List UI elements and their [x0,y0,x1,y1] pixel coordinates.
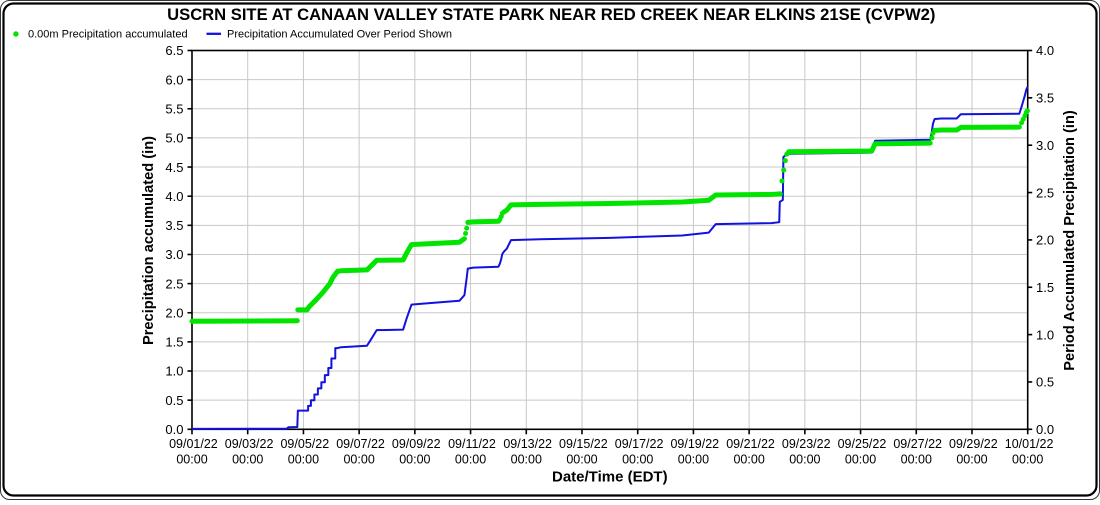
svg-text:09/17/22: 09/17/22 [615,437,664,451]
svg-text:0.0: 0.0 [165,422,183,437]
svg-text:6.0: 6.0 [165,72,183,87]
svg-text:2.0: 2.0 [1036,233,1054,248]
svg-text:00:00: 00:00 [733,453,764,467]
svg-text:00:00: 00:00 [845,453,876,467]
svg-text:1.0: 1.0 [1036,327,1054,342]
svg-text:00:00: 00:00 [1012,453,1043,467]
svg-text:00:00: 00:00 [789,453,820,467]
svg-text:09/05/22: 09/05/22 [280,437,329,451]
svg-text:09/09/22: 09/09/22 [392,437,441,451]
svg-text:Period Accumulated Precipitati: Period Accumulated Precipitation (in) [1062,110,1078,371]
svg-text:1.0: 1.0 [165,364,183,379]
svg-text:0.0: 0.0 [1036,422,1054,437]
svg-text:00:00: 00:00 [176,453,207,467]
svg-text:3.5: 3.5 [1036,91,1054,106]
svg-text:00:00: 00:00 [399,453,430,467]
svg-text:6.5: 6.5 [165,43,183,58]
svg-text:4.5: 4.5 [165,160,183,175]
svg-text:09/07/22: 09/07/22 [336,437,385,451]
svg-text:09/01/22: 09/01/22 [169,437,218,451]
svg-text:5.5: 5.5 [165,101,183,116]
svg-text:09/19/22: 09/19/22 [670,437,719,451]
svg-text:2.5: 2.5 [165,276,183,291]
svg-text:Date/Time (EDT): Date/Time (EDT) [552,469,668,486]
svg-text:Precipitation Accumulated Over: Precipitation Accumulated Over Period Sh… [227,29,452,41]
svg-text:00:00: 00:00 [232,453,263,467]
svg-text:00:00: 00:00 [288,453,319,467]
svg-text:2.5: 2.5 [1036,185,1054,200]
svg-text:4.0: 4.0 [1036,43,1054,58]
svg-text:10/01/22: 10/01/22 [1005,437,1054,451]
svg-text:09/23/22: 09/23/22 [782,437,831,451]
svg-text:09/03/22: 09/03/22 [225,437,274,451]
svg-text:00:00: 00:00 [901,453,932,467]
svg-text:09/15/22: 09/15/22 [559,437,608,451]
svg-text:09/13/22: 09/13/22 [503,437,552,451]
svg-text:1.5: 1.5 [165,335,183,350]
svg-text:00:00: 00:00 [622,453,653,467]
svg-text:2.0: 2.0 [165,305,183,320]
svg-text:00:00: 00:00 [455,453,486,467]
svg-text:00:00: 00:00 [566,453,597,467]
svg-text:09/29/22: 09/29/22 [949,437,998,451]
svg-text:00:00: 00:00 [956,453,987,467]
svg-text:00:00: 00:00 [343,453,374,467]
svg-text:3.0: 3.0 [165,247,183,262]
svg-text:3.0: 3.0 [1036,138,1054,153]
svg-text:1.5: 1.5 [1036,280,1054,295]
svg-text:4.0: 4.0 [165,189,183,204]
svg-text:0.5: 0.5 [165,393,183,408]
svg-text:00:00: 00:00 [678,453,709,467]
svg-text:USCRN SITE AT CANAAN VALLEY ST: USCRN SITE AT CANAAN VALLEY STATE PARK N… [167,5,935,24]
svg-text:09/25/22: 09/25/22 [838,437,887,451]
svg-text:5.0: 5.0 [165,131,183,146]
svg-text:3.5: 3.5 [165,218,183,233]
svg-text:0.00m Precipitation accumulate: 0.00m Precipitation accumulated [28,29,188,41]
svg-text:09/21/22: 09/21/22 [726,437,775,451]
svg-text:0.5: 0.5 [1036,375,1054,390]
svg-text:Precipitation accumulated (in): Precipitation accumulated (in) [141,136,157,345]
svg-text:09/11/22: 09/11/22 [448,437,496,451]
svg-text:09/27/22: 09/27/22 [893,437,942,451]
svg-text:00:00: 00:00 [511,453,542,467]
